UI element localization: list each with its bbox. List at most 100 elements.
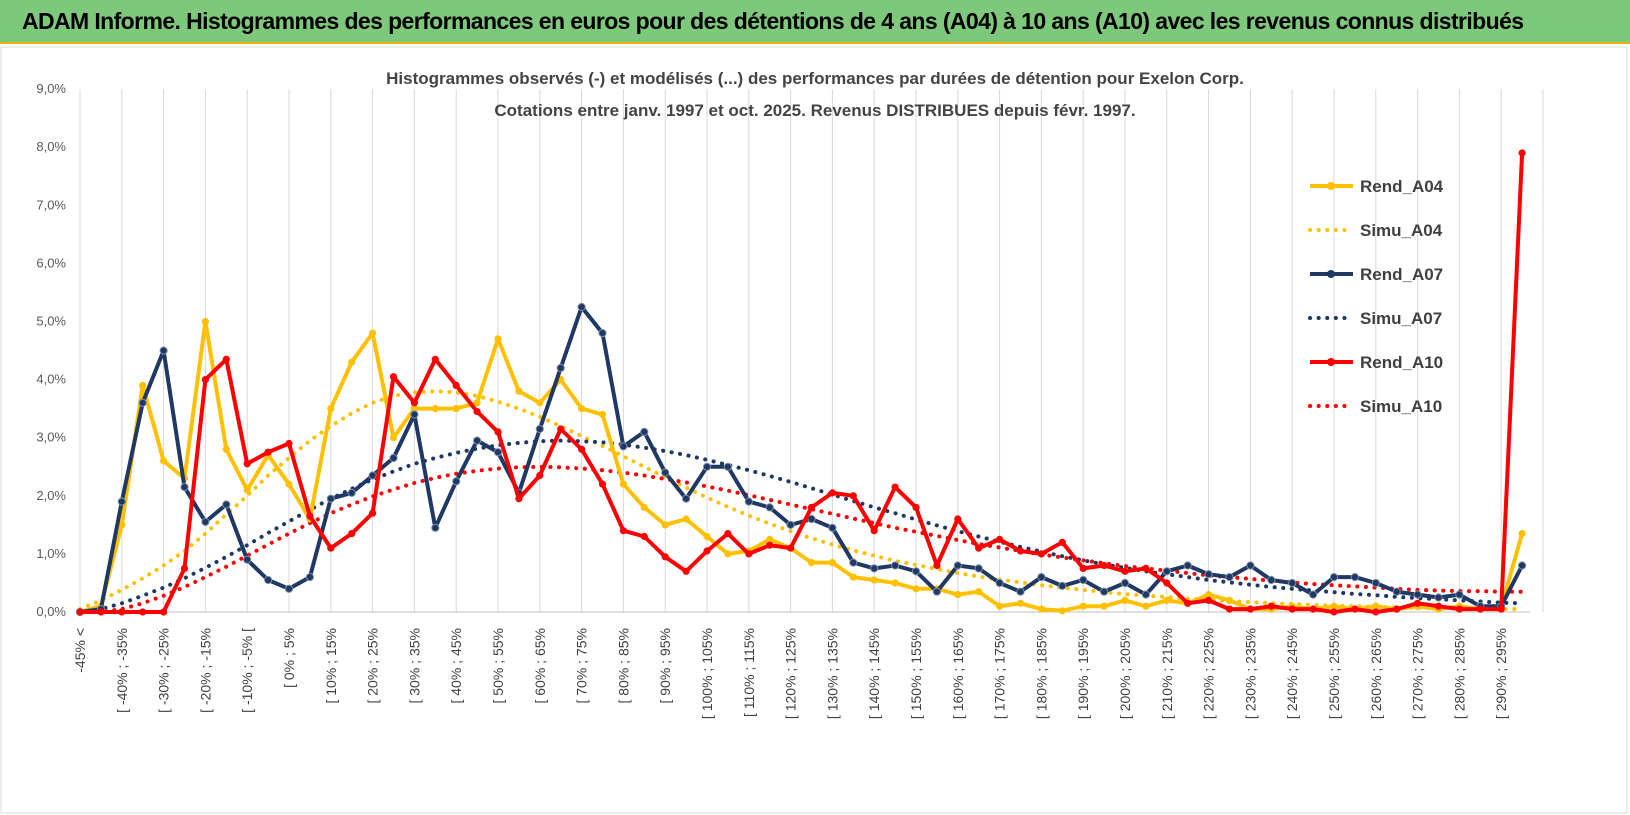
- x-tick-label: [ -10% ; -5% [: [239, 628, 255, 713]
- data-point: [1141, 590, 1151, 599]
- data-point: [180, 483, 189, 492]
- legend-label: Rend_A10: [1360, 353, 1443, 372]
- data-point: [138, 398, 147, 407]
- data-point: [1183, 561, 1192, 570]
- x-tick-label: [ 10% ; 15%: [323, 628, 339, 704]
- data-point: [577, 302, 586, 312]
- data-point: [849, 558, 858, 567]
- data-point: [932, 587, 942, 596]
- data-point: [786, 520, 795, 530]
- chart-title-line2: Cotations entre janv. 1997 et oct. 2025.…: [494, 101, 1135, 120]
- data-point: [1120, 578, 1130, 588]
- data-point: [1016, 587, 1025, 596]
- data-point: [996, 535, 1004, 544]
- x-tick-label: [ 0% ; 5%: [281, 628, 297, 688]
- x-tick-label: [ 240% ; 245%: [1284, 628, 1300, 719]
- x-tick-label: [ 230% ; 235%: [1242, 628, 1258, 719]
- data-point: [1518, 149, 1526, 157]
- data-point: [1037, 605, 1045, 613]
- data-point: [598, 480, 607, 488]
- data-point: [1309, 590, 1318, 599]
- data-point: [159, 346, 168, 355]
- chart-border: [0, 46, 1628, 814]
- data-point: [1016, 547, 1025, 555]
- data-point: [578, 405, 586, 413]
- y-tick-label: 1,0%: [36, 546, 66, 561]
- data-point: [828, 523, 837, 532]
- data-point: [1037, 573, 1046, 582]
- series-line-rend-a10: [80, 152, 1525, 614]
- data-point: [1058, 607, 1066, 615]
- data-point: [348, 358, 356, 366]
- data-point: [891, 561, 900, 570]
- x-tick-label: [ 140% ; 145%: [866, 628, 882, 719]
- y-tick-label: 2,0%: [36, 488, 66, 503]
- data-point: [264, 575, 273, 585]
- data-point: [222, 500, 231, 509]
- gridlines: [79, 89, 1544, 612]
- data-point: [619, 442, 628, 451]
- data-point: [996, 602, 1004, 610]
- data-point: [160, 457, 168, 465]
- data-point: [1434, 602, 1443, 610]
- data-point: [515, 495, 523, 503]
- data-point: [598, 410, 607, 419]
- data-point: [515, 387, 523, 395]
- data-point: [201, 517, 210, 527]
- data-point: [1079, 602, 1087, 610]
- data-point: [1497, 605, 1505, 613]
- data-point: [431, 355, 439, 363]
- data-point: [410, 410, 419, 419]
- data-point: [473, 399, 481, 407]
- data-point: [1163, 596, 1171, 605]
- data-point: [870, 527, 878, 535]
- data-point: [389, 373, 398, 381]
- data-point: [536, 399, 544, 407]
- x-tick-label: [ -20% ; -15%: [197, 628, 213, 713]
- data-point: [619, 527, 628, 535]
- data-point: [1058, 581, 1067, 591]
- y-tick-label: 6,0%: [36, 255, 66, 270]
- data-point: [1288, 605, 1296, 613]
- data-point: [284, 584, 294, 593]
- x-tick-label: [ 40% ; 45%: [448, 628, 464, 704]
- x-tick-label: [ 190% ; 195%: [1075, 628, 1091, 719]
- data-point: [556, 363, 565, 373]
- data-point: [243, 460, 251, 468]
- x-tick-label: [ 110% ; 115%: [741, 628, 757, 717]
- data-point: [891, 579, 899, 587]
- data-point: [1329, 573, 1339, 582]
- data-point: [1455, 605, 1463, 613]
- x-tick-label: [ 60% ; 65%: [532, 628, 548, 704]
- data-point: [703, 532, 711, 541]
- series-line-simu-a04: [78, 389, 1525, 612]
- x-tick-label: [ 120% ; 125%: [783, 628, 799, 719]
- data-point: [369, 329, 377, 337]
- data-point: [201, 317, 209, 326]
- data-point: [1351, 605, 1359, 613]
- data-point: [640, 532, 648, 541]
- data-point: [1309, 605, 1317, 613]
- data-point: [1518, 530, 1526, 538]
- data-point: [1371, 578, 1380, 588]
- x-tick-label: [ 200% ; 205%: [1117, 628, 1133, 719]
- x-tick-label: [ 70% ; 75%: [574, 628, 590, 704]
- data-point: [1121, 596, 1129, 605]
- data-point: [766, 535, 774, 544]
- data-point: [578, 445, 586, 453]
- data-point: [724, 530, 732, 538]
- data-point: [285, 480, 293, 488]
- x-tick-label: [ 280% ; 285%: [1451, 628, 1467, 719]
- data-point: [724, 550, 732, 558]
- data-point: [849, 492, 857, 500]
- data-point: [1350, 573, 1360, 582]
- data-point: [139, 608, 147, 616]
- y-tick-label: 0,0%: [36, 604, 66, 619]
- data-point: [1100, 561, 1108, 570]
- legend-marker: [1327, 182, 1335, 190]
- y-axis: 0,0% 1,0% 2,0% 3,0% 4,0% 5,0% 6,0% 7,0% 8,0% 9,0%: [36, 81, 66, 619]
- x-tick-label: [ 90% ; 95%: [657, 628, 673, 704]
- data-point: [452, 381, 460, 389]
- data-point: [723, 462, 733, 471]
- data-point: [766, 541, 774, 549]
